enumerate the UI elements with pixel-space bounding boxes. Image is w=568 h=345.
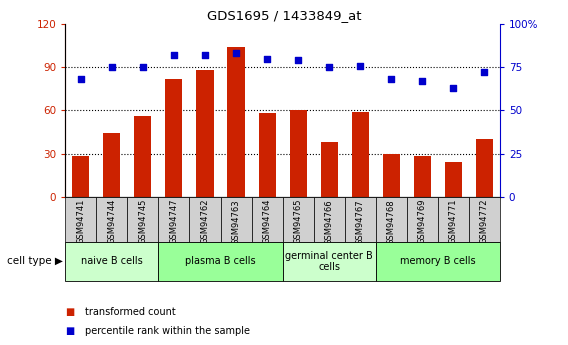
Bar	[320, 142, 337, 197]
Bar	[414, 156, 431, 197]
Point	[449, 85, 458, 91]
Text: cell type ▶: cell type ▶	[7, 256, 62, 266]
Text: naive B cells: naive B cells	[81, 256, 143, 266]
Bar	[135, 116, 152, 197]
Text: plasma B cells: plasma B cells	[185, 256, 256, 266]
Bar	[375, 241, 500, 281]
Text: GSM94747: GSM94747	[169, 199, 178, 244]
Text: percentile rank within the sample: percentile rank within the sample	[85, 326, 250, 336]
Bar	[407, 197, 438, 241]
Point	[356, 63, 365, 68]
Point	[76, 77, 85, 82]
Text: GSM94765: GSM94765	[294, 199, 303, 244]
Point	[169, 52, 178, 58]
Bar	[375, 197, 407, 241]
Text: GSM94741: GSM94741	[76, 199, 85, 244]
Bar	[258, 113, 275, 197]
Bar	[65, 197, 97, 241]
Text: GSM94768: GSM94768	[387, 199, 396, 245]
Bar	[445, 162, 462, 197]
Bar	[383, 154, 400, 197]
Point	[294, 58, 303, 63]
Text: GDS1695 / 1433849_at: GDS1695 / 1433849_at	[207, 9, 361, 22]
Point	[107, 65, 116, 70]
Point	[139, 65, 148, 70]
Text: GSM94745: GSM94745	[139, 199, 148, 244]
Bar	[228, 47, 245, 197]
Point	[480, 70, 489, 75]
Bar	[65, 241, 158, 281]
Text: ■: ■	[65, 307, 74, 317]
Text: GSM94767: GSM94767	[356, 199, 365, 245]
Bar	[72, 156, 89, 197]
Text: transformed count: transformed count	[85, 307, 176, 317]
Text: GSM94771: GSM94771	[449, 199, 458, 244]
Bar	[283, 197, 314, 241]
Text: GSM94769: GSM94769	[417, 199, 427, 244]
Bar	[127, 197, 158, 241]
Point	[387, 77, 396, 82]
Bar	[345, 197, 375, 241]
Point	[324, 65, 333, 70]
Bar	[290, 110, 307, 197]
Bar	[252, 197, 283, 241]
Bar	[165, 79, 182, 197]
Text: GSM94764: GSM94764	[262, 199, 272, 244]
Bar	[283, 241, 375, 281]
Bar	[469, 197, 500, 241]
Bar	[97, 197, 127, 241]
Bar	[158, 241, 283, 281]
Point	[232, 51, 241, 56]
Text: GSM94763: GSM94763	[232, 199, 240, 245]
Bar	[197, 70, 214, 197]
Point	[417, 78, 427, 84]
Point	[262, 56, 272, 61]
Bar	[220, 197, 252, 241]
Text: ■: ■	[65, 326, 74, 336]
Text: GSM94766: GSM94766	[325, 199, 333, 245]
Point	[201, 52, 210, 58]
Bar	[314, 197, 345, 241]
Text: memory B cells: memory B cells	[400, 256, 475, 266]
Bar	[438, 197, 469, 241]
Text: germinal center B
cells: germinal center B cells	[285, 250, 373, 272]
Text: GSM94762: GSM94762	[201, 199, 210, 244]
Bar	[476, 139, 493, 197]
Bar	[190, 197, 220, 241]
Text: GSM94772: GSM94772	[480, 199, 489, 244]
Bar	[352, 112, 369, 197]
Text: GSM94744: GSM94744	[107, 199, 116, 244]
Bar	[103, 134, 120, 197]
Bar	[158, 197, 190, 241]
